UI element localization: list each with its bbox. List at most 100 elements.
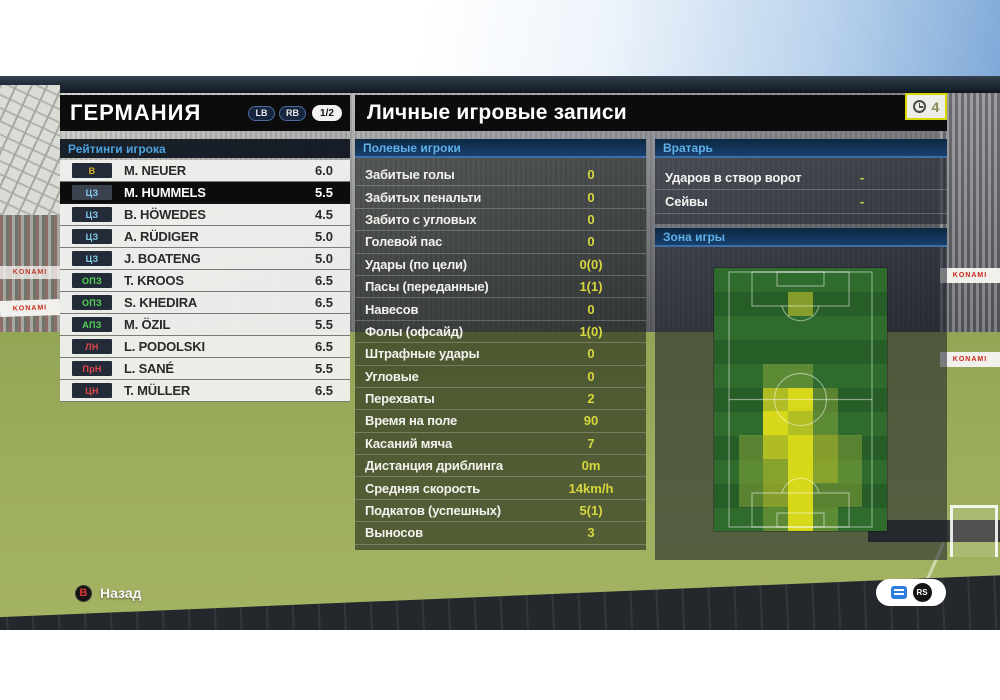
stat-value: 1(1) [579, 279, 603, 295]
stat-value: 3 [587, 525, 595, 541]
clock-icon [912, 100, 926, 113]
player-name: B. HÖWEDES [124, 207, 206, 222]
player-rating: 6.5 [314, 339, 334, 354]
stat-label: Забито с угловых [365, 211, 477, 227]
stat-row: Выносов 3 [355, 522, 646, 545]
position-badge: ОПЗ [72, 273, 112, 288]
page-indicator: 1/2 [312, 105, 342, 121]
team-header: ГЕРМАНИЯ LB RB 1/2 [60, 95, 350, 131]
heatmap-pitch [714, 268, 887, 531]
stat-value: 7 [587, 435, 595, 451]
stat-label: Угловые [365, 368, 419, 384]
heatmap-grid [714, 268, 887, 531]
konami-banner: KONAMI [940, 352, 1000, 367]
heatmap-cell [788, 459, 813, 484]
heatmap-cell [763, 459, 789, 484]
stat-value: 0 [587, 346, 595, 362]
heatmap-cell [812, 435, 838, 460]
heatmap-cell [788, 483, 813, 508]
player-row[interactable]: ЛН L. PODOLSKI 6.5 [60, 336, 350, 358]
stat-row: Средняя скорость 14km/h [355, 477, 646, 500]
heatmap-cell [837, 483, 863, 508]
player-row[interactable]: ЦН T. MÜLLER 6.5 [60, 380, 350, 402]
player-name: A. RÜDIGER [124, 229, 199, 244]
heatmap-cell [788, 291, 813, 316]
player-row[interactable]: ЦЗ A. RÜDIGER 5.0 [60, 226, 350, 248]
player-row[interactable]: ЦЗ B. HÖWEDES 4.5 [60, 204, 350, 226]
stat-row: Перехваты 2 [355, 388, 646, 411]
stat-value: 0 [587, 301, 595, 317]
stat-value: 0m [581, 458, 601, 474]
right-stick-icon[interactable]: RS [912, 583, 932, 602]
timer-badge: 4 [905, 93, 947, 120]
heatmap-cell [788, 363, 813, 388]
stat-row: Касаний мяча 7 [355, 433, 646, 456]
rb-button[interactable]: RB [279, 105, 306, 121]
heatmap-cell [812, 507, 838, 531]
records-title: Личные игровые записи [367, 101, 627, 124]
player-rating: 5.0 [314, 251, 334, 266]
back-control[interactable]: B Назад [75, 582, 142, 604]
heatmap-cell [837, 459, 863, 484]
player-name: J. BOATENG [124, 251, 201, 266]
heatmap-cell [812, 483, 838, 508]
stat-row: Дистанция дриблинга 0m [355, 455, 646, 478]
player-row[interactable]: ПрН L. SANÉ 5.5 [60, 358, 350, 380]
stat-row: Голевой пас 0 [355, 231, 646, 254]
position-badge: ОПЗ [72, 295, 112, 310]
stat-value: 0 [587, 189, 595, 205]
chat-icon[interactable] [890, 586, 907, 599]
records-header: Личные игровые записи 4 [355, 93, 947, 131]
stat-value: 0 [587, 368, 595, 384]
heatmap-cell [738, 435, 764, 460]
heatmap-cell [788, 507, 813, 531]
ratings-section-header: Рейтинги игрока [60, 139, 350, 158]
position-badge: ЦЗ [72, 207, 112, 222]
stat-row: Ударов в створ ворот - [655, 166, 947, 190]
player-name: M. ÖZIL [124, 317, 171, 332]
stat-label: Выносов [365, 525, 423, 541]
player-row[interactable]: ЦЗ J. BOATENG 5.0 [60, 248, 350, 270]
stat-row: Штрафные удары 0 [355, 343, 646, 366]
position-badge: ЦН [72, 383, 112, 398]
footer-controls: RS [876, 579, 946, 606]
zone-panel [655, 247, 947, 560]
field-stats-list: Забитые голы 0 Забитых пенальти 0 Забито… [355, 164, 646, 545]
stat-row: Забитых пенальти 0 [355, 186, 646, 209]
player-name: M. HUMMELS [124, 185, 206, 200]
stat-value: 0 [587, 234, 595, 250]
konami-banner: KONAMI [940, 268, 1000, 283]
stat-row: Навесов 0 [355, 298, 646, 321]
team-title: ГЕРМАНИЯ [70, 100, 202, 125]
stat-label: Средняя скорость [365, 480, 481, 496]
player-name: T. MÜLLER [124, 383, 191, 398]
position-badge: АПЗ [72, 317, 112, 332]
stat-value: 0(0) [579, 256, 603, 272]
heatmap-cell [812, 411, 838, 436]
player-name: S. KHEDIRA [124, 295, 198, 310]
player-row[interactable]: ОПЗ T. KROOS 6.5 [60, 270, 350, 292]
pitch-markings [728, 271, 873, 528]
player-rating: 6.5 [314, 295, 334, 310]
player-rating: 4.5 [314, 207, 334, 222]
stat-value: 90 [583, 413, 599, 429]
player-row[interactable]: ЦЗ M. HUMMELS 5.5 [60, 182, 350, 204]
player-row[interactable]: В M. NEUER 6.0 [60, 160, 350, 182]
player-row[interactable]: АПЗ M. ÖZIL 5.5 [60, 314, 350, 336]
player-row[interactable]: ОПЗ S. KHEDIRA 6.5 [60, 292, 350, 314]
stat-label: Перехваты [365, 391, 435, 407]
gamepad-b-button-icon: B [75, 584, 92, 602]
heatmap-cell [763, 483, 789, 508]
konami-banner: KONAMI [0, 266, 60, 279]
stat-row: Время на поле 90 [355, 410, 646, 433]
stat-label: Дистанция дриблинга [365, 458, 503, 474]
heatmap-cell [738, 483, 764, 508]
stat-value: - [859, 194, 865, 209]
stat-row: Фолы (офсайд) 1(0) [355, 321, 646, 344]
player-rating: 5.5 [314, 361, 334, 376]
lb-button[interactable]: LB [248, 105, 275, 121]
heatmap-cell [812, 459, 838, 484]
heatmap-cell [763, 411, 789, 436]
player-name: L. SANÉ [124, 361, 174, 376]
